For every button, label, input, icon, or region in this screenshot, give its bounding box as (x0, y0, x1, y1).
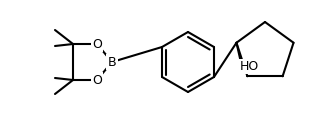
Text: B: B (108, 56, 116, 68)
Text: O: O (92, 74, 102, 86)
Text: HO: HO (240, 60, 259, 73)
Text: O: O (92, 38, 102, 51)
